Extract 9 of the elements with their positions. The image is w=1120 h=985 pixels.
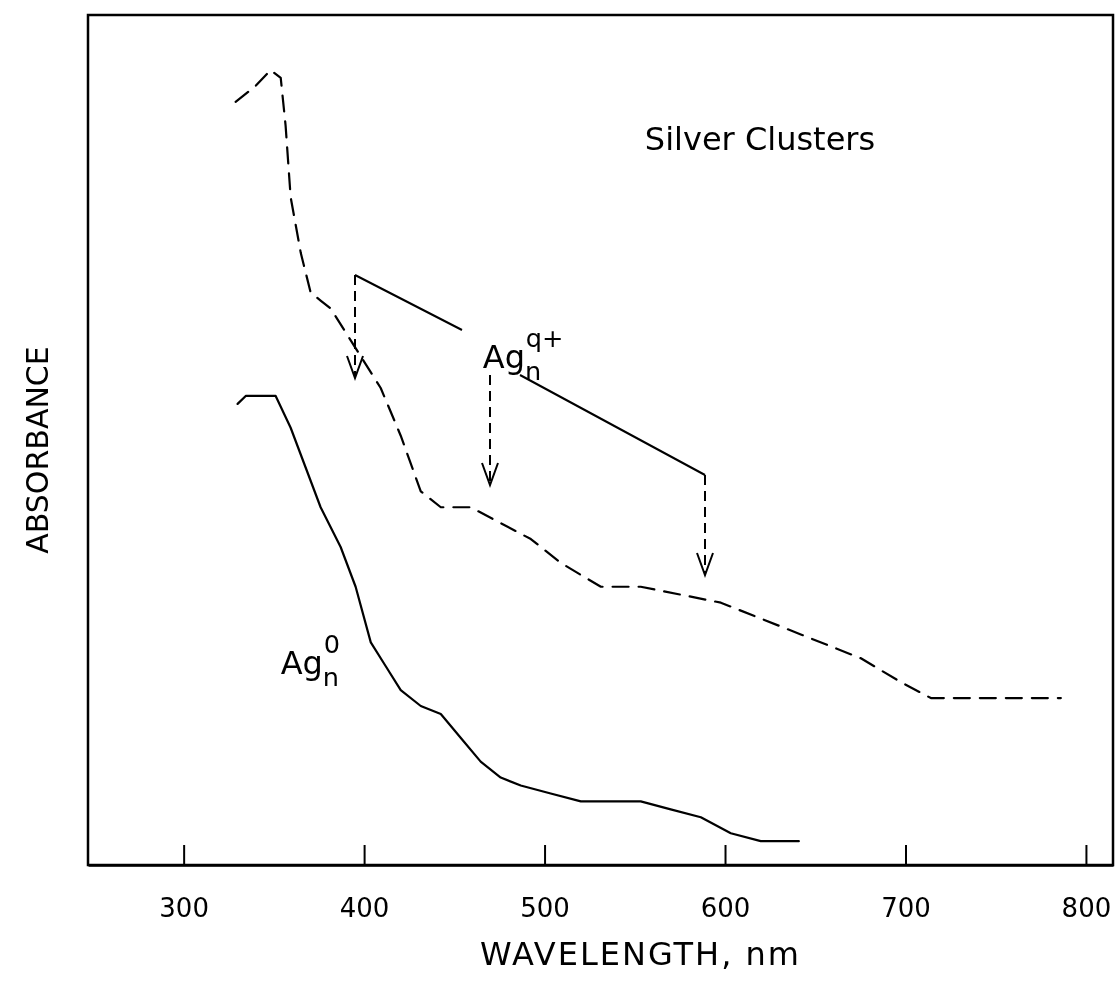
x-tick-label: 300 — [159, 893, 209, 924]
x-tick-label: 400 — [339, 893, 390, 924]
x-tick-label: 500 — [520, 893, 570, 924]
y-axis-title: ABSORBANCE — [20, 346, 55, 554]
x-tick-label: 800 — [1061, 893, 1112, 924]
x-tick-label: 600 — [700, 893, 751, 924]
x-axis-title: WAVELENGTH, nm — [480, 935, 801, 973]
text: Silver Clusters — [644, 120, 876, 158]
x-tick-label: 700 — [881, 893, 931, 924]
